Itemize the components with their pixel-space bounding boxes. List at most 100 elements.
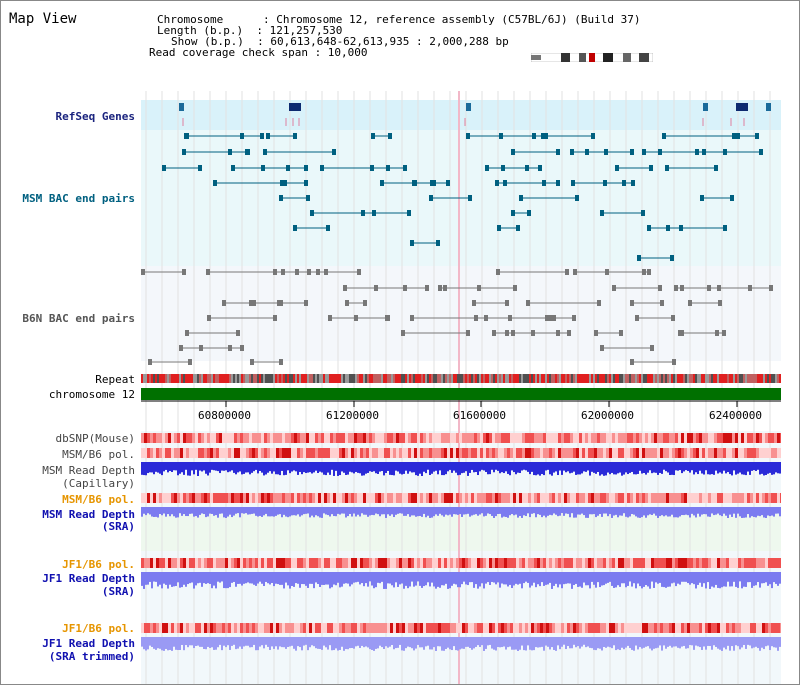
msm-bac-end xyxy=(231,165,235,171)
msm-pol-2-cell xyxy=(468,493,471,503)
msm-sra-depth-bar xyxy=(607,507,609,517)
msm-bac-end xyxy=(388,133,392,139)
jf1-pol-cell xyxy=(162,558,165,568)
jf1-pol-cell xyxy=(399,558,402,568)
jf1-sra-depth-bar xyxy=(295,572,297,584)
jf1-pol-2-cell xyxy=(498,623,501,633)
msm-capillary-depth-bar xyxy=(585,462,587,472)
jf1-trim-depth-bar xyxy=(325,637,327,648)
msm-pol-2-cell xyxy=(687,493,690,503)
jf1-pol-2-cell xyxy=(288,623,291,633)
msm-capillary-depth-bar xyxy=(225,462,227,471)
jf1-sra-depth-bar xyxy=(753,572,755,586)
repeat-block xyxy=(441,374,443,383)
msm-pol-2-cell xyxy=(357,493,360,503)
repeat-block xyxy=(247,374,249,383)
jf1-pol-cell xyxy=(552,558,555,568)
msm-pol-2-cell xyxy=(606,493,609,503)
jf1-pol-2-cell xyxy=(723,623,726,633)
jf1-pol-cell xyxy=(603,558,606,568)
repeat-block xyxy=(371,374,373,383)
jf1-sra-depth-bar xyxy=(159,572,161,585)
jf1-pol-2-cell xyxy=(240,623,243,633)
repeat-block xyxy=(607,374,609,383)
repeat-block xyxy=(443,374,445,383)
jf1-pol-2-cell xyxy=(306,623,309,633)
jf1-sra-depth-bar xyxy=(353,572,355,583)
jf1-trim-depth-bar xyxy=(305,637,307,645)
msm-pol-2-cell xyxy=(609,493,612,503)
b6n-bac-end xyxy=(182,269,186,275)
msm-capillary-depth-bar xyxy=(749,462,751,475)
genome-tracks-canvas[interactable] xyxy=(141,91,781,684)
repeat-block xyxy=(667,374,669,383)
jf1-trim-depth-bar xyxy=(667,637,669,647)
dbsnp-cell xyxy=(387,433,390,443)
jf1-pol-2-cell xyxy=(264,623,267,633)
jf1-trim-depth-bar xyxy=(433,637,435,648)
jf1-sra-depth-bar xyxy=(513,572,515,586)
msm-capillary-depth-bar xyxy=(517,462,519,473)
jf1-trim-depth-bar xyxy=(679,637,681,649)
repeat-block xyxy=(417,374,419,383)
jf1-trim-depth-bar xyxy=(497,637,499,648)
track-label-refseq[interactable]: RefSeq Genes xyxy=(55,110,135,123)
repeat-block xyxy=(361,374,363,383)
msm-pol-2-cell xyxy=(141,493,144,503)
msm-pol-cell xyxy=(336,448,339,458)
jf1-trim-depth-bar xyxy=(775,637,777,648)
msm-pol-cell xyxy=(462,448,465,458)
jf1-sra-depth-bar xyxy=(355,572,357,583)
dbsnp-cell xyxy=(678,433,681,443)
chromosome-ideogram[interactable] xyxy=(531,53,653,62)
jf1-sra-depth-bar xyxy=(725,572,727,587)
repeat-block xyxy=(415,374,417,383)
b6n-bac-end xyxy=(206,269,210,275)
msm-sra-depth-bar xyxy=(253,507,255,514)
msm-sra-depth-bar xyxy=(285,507,287,517)
msm-capillary-depth-bar xyxy=(211,462,213,470)
msm-sra-depth-bar xyxy=(551,507,553,516)
msm-pol-cell xyxy=(555,448,558,458)
msm-capillary-depth-bar xyxy=(167,462,169,473)
jf1-trim-depth-bar xyxy=(593,637,595,650)
jf1-sra-depth-bar xyxy=(197,572,199,584)
msm-sra-depth-bar xyxy=(435,507,437,515)
msm-sra-depth-bar xyxy=(149,507,151,515)
msm-pol-2-cell xyxy=(426,493,429,503)
track-label-b6n-bac[interactable]: B6N BAC end pairs xyxy=(22,312,135,325)
repeat-block xyxy=(557,374,559,383)
jf1-trim-depth-bar xyxy=(491,637,493,649)
msm-sra-depth-bar xyxy=(369,507,371,516)
msm-pol-2-cell xyxy=(270,493,273,503)
msm-pol-2-cell xyxy=(297,493,300,503)
msm-capillary-depth-bar xyxy=(273,462,275,472)
repeat-block xyxy=(765,374,767,383)
jf1-sra-depth-bar xyxy=(267,572,269,584)
msm-pol-2-cell xyxy=(600,493,603,503)
msm-pol-2-cell xyxy=(267,493,270,503)
msm-capillary-depth-bar xyxy=(533,462,535,476)
repeat-block xyxy=(243,374,245,383)
repeat-block xyxy=(287,374,289,383)
jf1-sra-depth-bar xyxy=(167,572,169,589)
msm-capillary-depth-bar xyxy=(703,462,705,475)
msm-capillary-depth-bar xyxy=(395,462,397,471)
repeat-block xyxy=(655,374,657,383)
msm-pol-cell xyxy=(279,448,282,458)
msm-sra-depth-bar xyxy=(315,507,317,516)
jf1-sra-depth-bar xyxy=(397,572,399,587)
jf1-trim-depth-bar xyxy=(703,637,705,647)
dbsnp-cell xyxy=(501,433,504,443)
jf1-trim-depth-bar xyxy=(717,637,719,649)
jf1-sra-depth-bar xyxy=(539,572,541,587)
track-label-msm-bac[interactable]: MSM BAC end pairs xyxy=(22,192,135,205)
msm-bac-end xyxy=(647,225,651,231)
jf1-pol-2-cell xyxy=(702,623,705,633)
msm-capillary-depth-bar xyxy=(353,462,355,474)
b6n-bac-end xyxy=(630,359,634,365)
msm-capillary-depth-bar xyxy=(447,462,449,472)
jf1-pol-cell xyxy=(273,558,276,568)
msm-pol-cell xyxy=(300,448,303,458)
msm-sra-depth-bar xyxy=(433,507,435,517)
